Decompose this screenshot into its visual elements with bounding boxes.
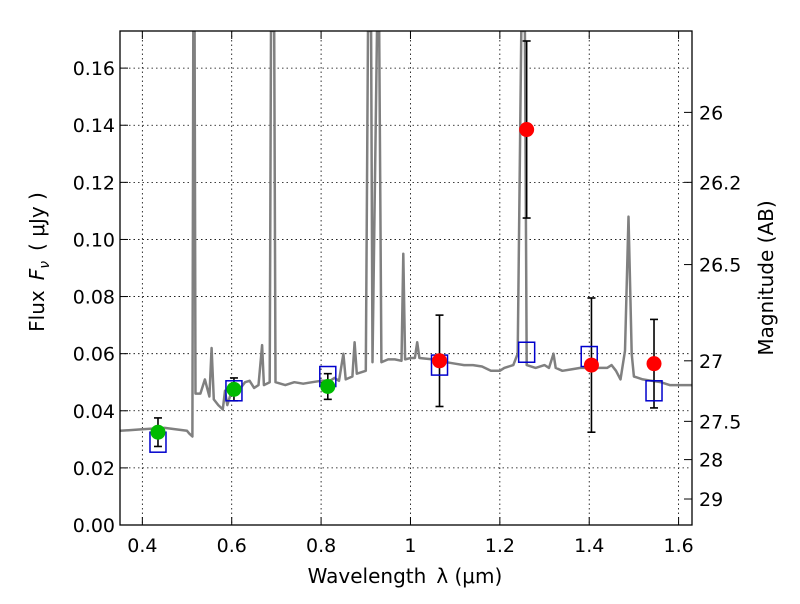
model-photometry-square <box>225 380 243 402</box>
y-tick-label: 0.10 <box>73 229 115 251</box>
optical-data-point <box>320 379 336 395</box>
y-tick-label: 0.14 <box>73 115 115 137</box>
spectrum-line <box>120 31 692 438</box>
right-tick-label: 26.5 <box>699 255 741 277</box>
x-tick-label: 0.4 <box>127 535 157 557</box>
x-axis-label-text: Wavelength <box>308 564 427 588</box>
nir-data-point <box>432 353 448 369</box>
optical-data-point <box>226 381 242 397</box>
y-tick-label: 0.12 <box>73 172 115 194</box>
nir-data-point <box>646 356 662 372</box>
right-tick-label: 29 <box>699 489 723 511</box>
y-axis-label-symbol: F <box>25 268 49 280</box>
nir-data-point <box>519 122 535 138</box>
y-tick-label: 0.08 <box>73 287 115 309</box>
tick-marks <box>120 31 692 526</box>
y-tick-label: 0.00 <box>73 515 115 537</box>
x-axis-label-math: λ (μm) <box>436 564 502 588</box>
y-tick-label: 0.16 <box>73 58 115 80</box>
markers-layer <box>149 122 663 453</box>
right-tick-label: 27.5 <box>699 411 741 433</box>
right-tick-labels: 26 26.2 26.5 27 27.5 28 29 <box>699 102 741 511</box>
nir-data-point <box>583 357 599 373</box>
y-axis-label-unit: ( μJy ) <box>25 192 49 251</box>
x-tick-label: 0.8 <box>306 535 336 557</box>
y-tick-label: 0.02 <box>73 458 115 480</box>
model-spectrum-layer <box>120 31 692 438</box>
plot-frame <box>119 30 693 526</box>
model-photometry-square <box>517 341 536 363</box>
y-axis-label-subscript: ν <box>37 261 53 269</box>
y-tick-label: 0.06 <box>73 344 115 366</box>
x-axis-label: Wavelength λ (μm) <box>308 564 503 588</box>
right-tick-label: 27 <box>699 351 723 373</box>
y-axis-label-text: Flux <box>25 290 49 332</box>
y-tick-label: 0.04 <box>73 401 115 423</box>
grid-lines <box>120 31 692 526</box>
optical-data-point <box>150 424 166 440</box>
y-axis-label: Flux Fν ( μJy ) <box>25 192 53 332</box>
model-photometry-square <box>645 380 663 402</box>
x-tick-label: 0.6 <box>217 535 247 557</box>
right-tick-label: 26.2 <box>699 172 741 194</box>
y-tick-labels: 0.00 0.02 0.04 0.06 0.08 0.10 0.12 0.14 0.16 <box>73 58 115 537</box>
x-tick-label: 1.4 <box>574 535 604 557</box>
x-tick-label: 1 <box>404 535 416 557</box>
x-tick-label: 1.6 <box>663 535 693 557</box>
x-tick-label: 1.2 <box>485 535 515 557</box>
right-tick-label: 26 <box>699 102 723 124</box>
right-tick-label: 28 <box>699 450 723 472</box>
right-axis-label: Magnitude (AB) <box>754 200 778 355</box>
x-tick-labels: 0.4 0.6 0.8 1 1.2 1.4 1.6 <box>127 535 693 557</box>
